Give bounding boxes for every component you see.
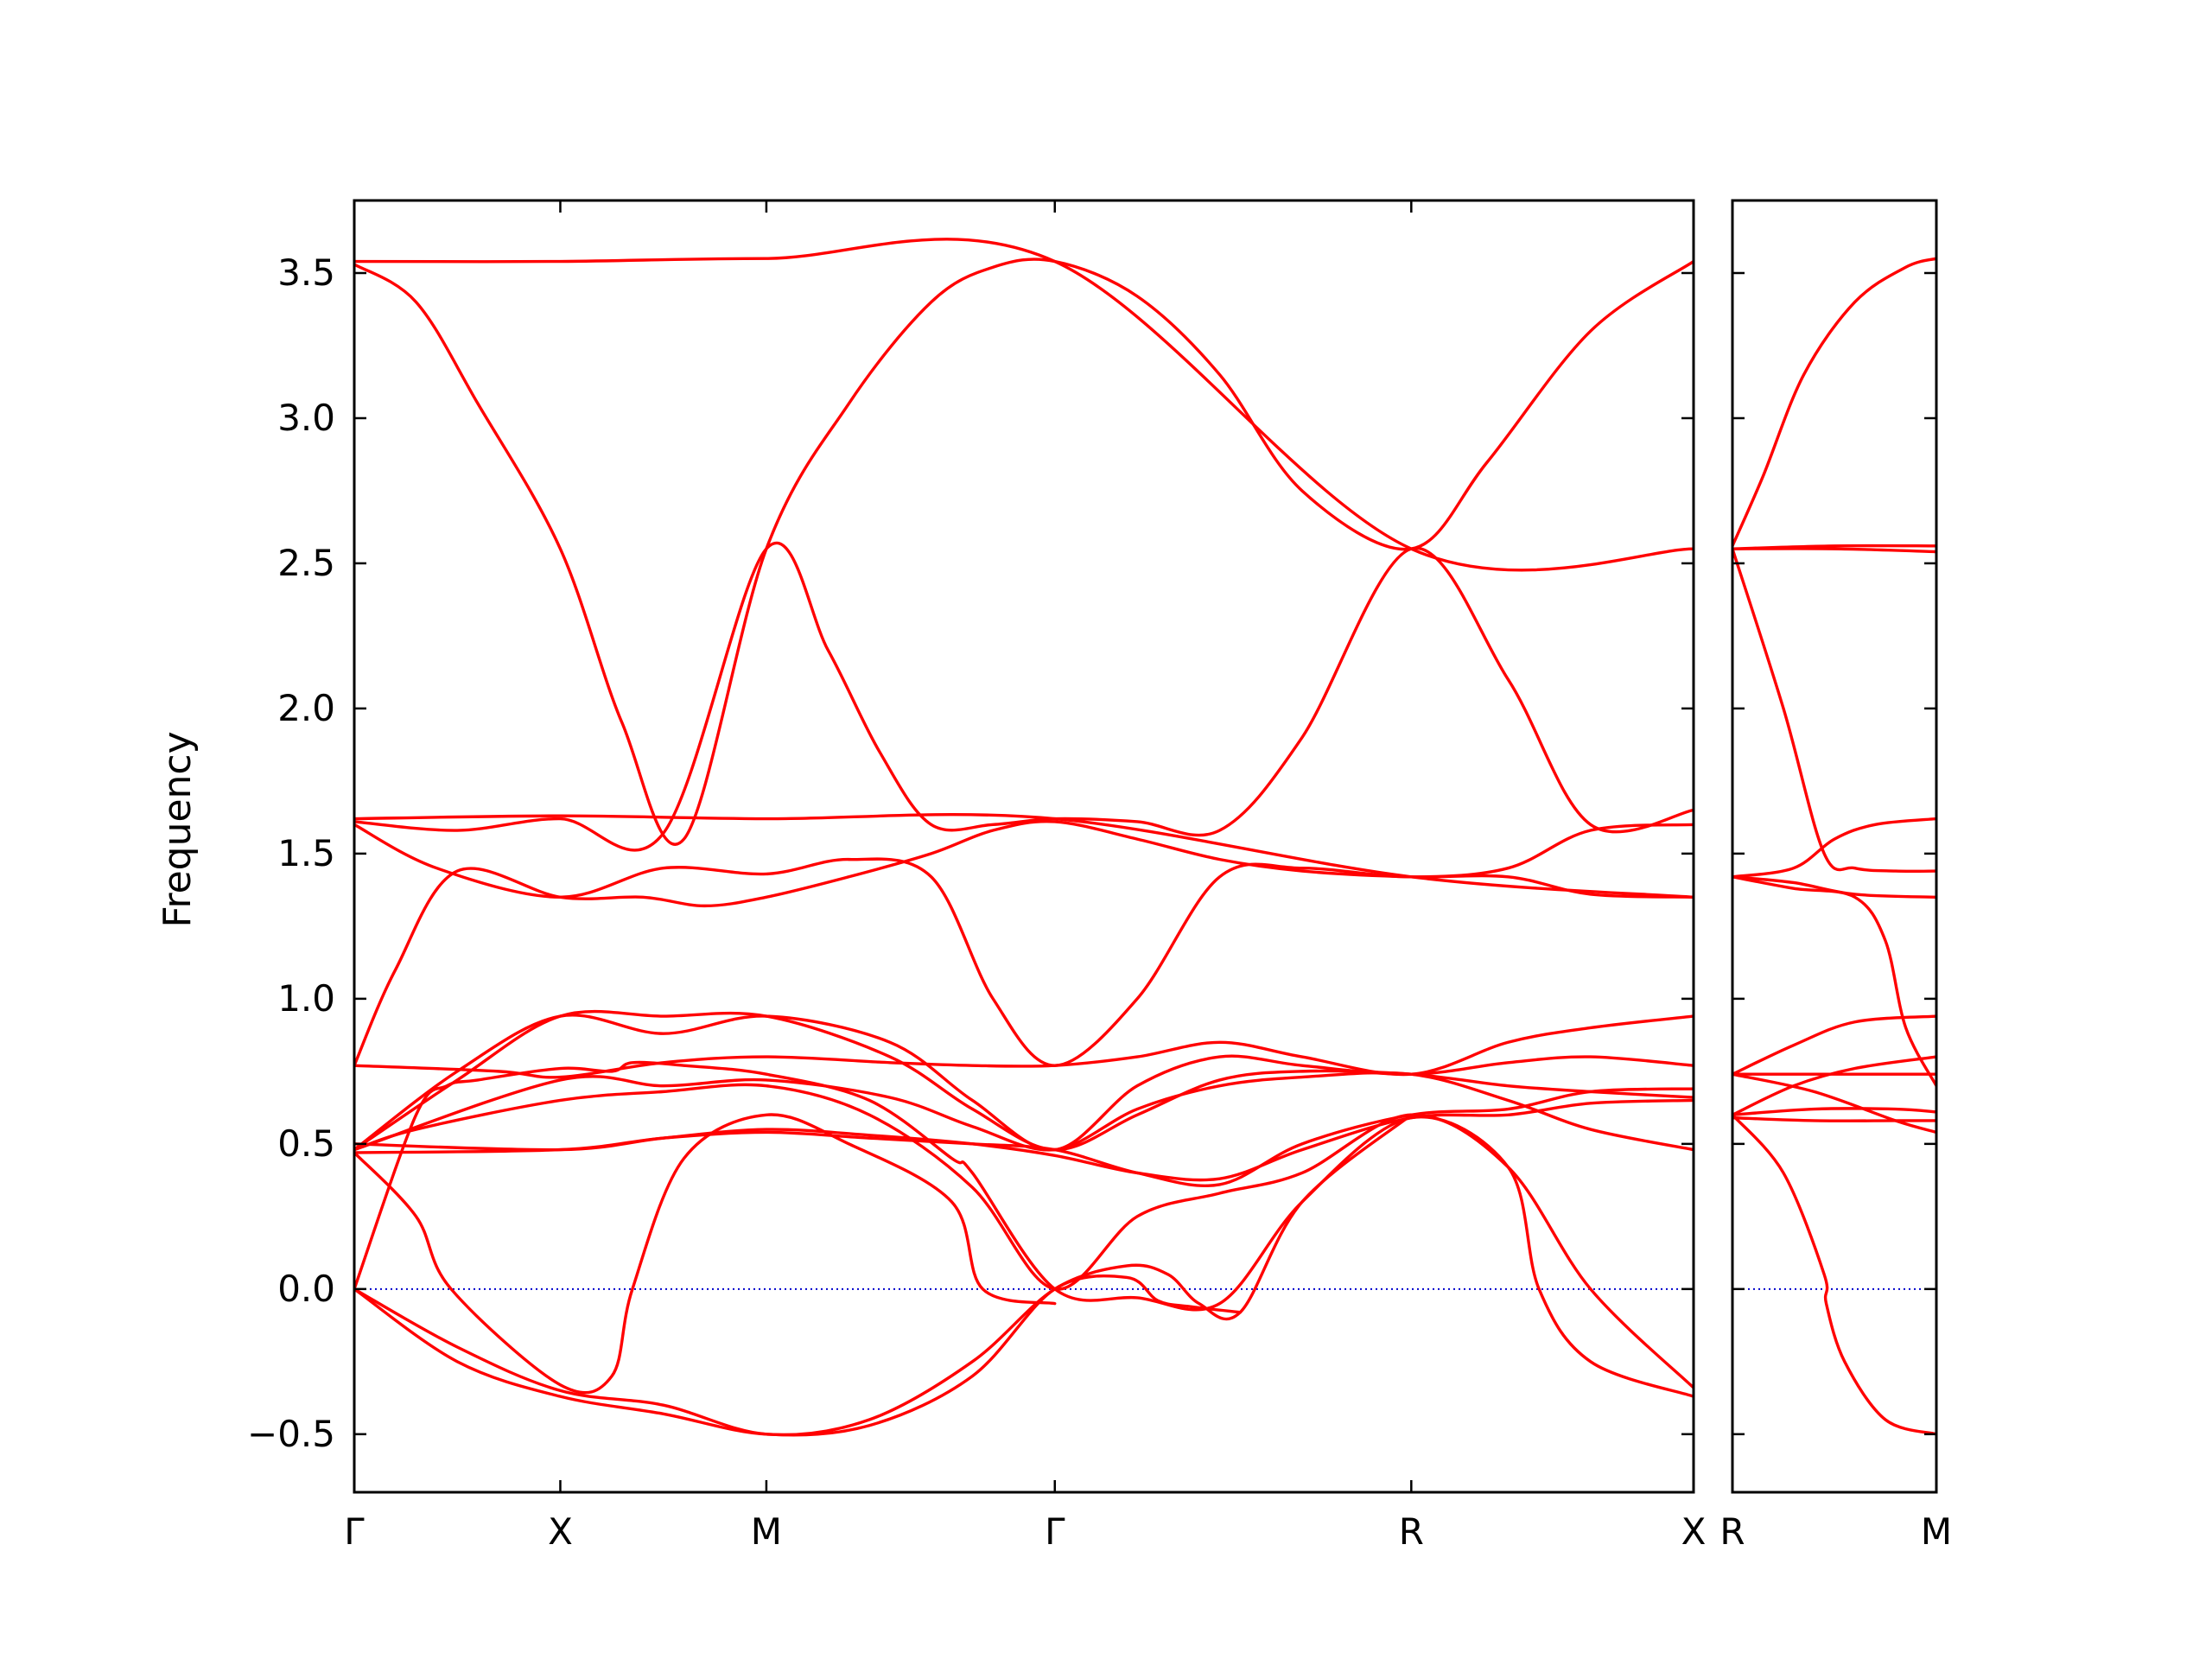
x-tick-label: Γ: [344, 1510, 365, 1553]
band-line-main-2: [354, 257, 1694, 846]
x-tick-label: X: [1681, 1510, 1707, 1553]
y-tick-label: 3.0: [277, 397, 335, 439]
panel-main: −0.5 0.0 0.5 1.0 1.5 2.0 2.5 3.0 3.5 Γ X M Γ R X: [247, 199, 1707, 1553]
band-line-right-13: [1732, 1072, 1936, 1135]
x-tick-label: X: [548, 1510, 573, 1553]
y-tick-label: 0.0: [277, 1268, 335, 1310]
band-line-main-15: [354, 1113, 1057, 1395]
y-tick-label: 2.5: [277, 542, 335, 584]
band-line-right-10: [1732, 1055, 1936, 1116]
y-tick-label: 2.0: [277, 687, 335, 729]
band-line-right-1: [1732, 257, 1936, 548]
band-line-main-1: [354, 238, 1694, 572]
x-tick-label: M: [751, 1510, 782, 1553]
y-tick-label: 1.0: [277, 977, 335, 1020]
band-line-right-5: [1732, 817, 1936, 879]
band-line-right-4: [1732, 547, 1936, 874]
band-line-main-7: [354, 1014, 1694, 1079]
band-line-main-4: [354, 541, 1694, 852]
bands-main: [354, 238, 1694, 1437]
band-line-main-6: [354, 819, 1694, 1067]
band-line-main-10: [354, 1071, 1694, 1152]
band-line-right-14: [1732, 1113, 1936, 1436]
band-line-right-7: [1732, 875, 1936, 1088]
x-tick-label: M: [1921, 1510, 1952, 1553]
bands-right: [1732, 257, 1936, 1436]
x-tick-label: R: [1719, 1510, 1745, 1553]
y-tick-label: 3.5: [277, 251, 335, 294]
band-line-main-17: [354, 1274, 1243, 1437]
y-tick-label: −0.5: [247, 1413, 335, 1455]
band-line-main-3: [354, 813, 1694, 899]
x-tick-label: R: [1399, 1510, 1424, 1553]
y-tick-label: 0.5: [277, 1122, 335, 1165]
band-line-right-8: [1732, 1014, 1936, 1076]
x-tick-label: Γ: [1045, 1510, 1065, 1553]
band-line-main-14: [354, 1060, 1694, 1398]
band-line-main-16: [354, 1113, 1414, 1437]
band-line-right-3: [1732, 547, 1936, 554]
y-axis-title: Frequency: [156, 731, 200, 927]
y-tick-label: 1.5: [277, 832, 335, 874]
axes-frame-right: [1731, 199, 1938, 1494]
axes-frame-main: [353, 199, 1695, 1494]
band-line-right-12: [1732, 1116, 1936, 1122]
band-line-right-11: [1732, 1107, 1936, 1116]
band-line-main-12: [354, 1098, 1694, 1182]
